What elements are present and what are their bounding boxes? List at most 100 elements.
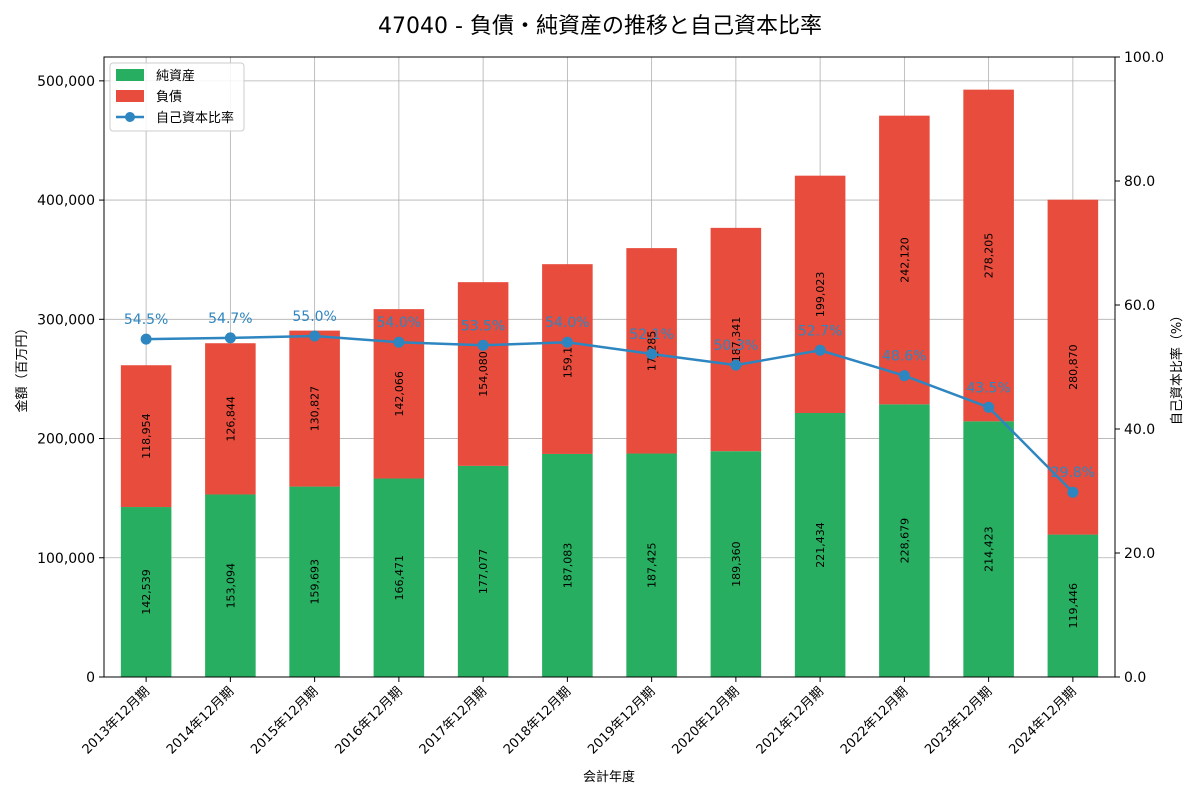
bar-liabilities (289, 330, 340, 487)
bar-label-net-assets: 187,425 (646, 543, 659, 589)
line-layer: 54.5% 54.7% 55.0% 54.0% 53.5% 54.0% 52.1% 50.3%… (124, 309, 1095, 498)
legend-swatch-liabilities (116, 90, 144, 102)
legend: 純資産 負債 自己資本比率 (109, 62, 245, 132)
equity-ratio-point (1067, 486, 1079, 498)
legend-label-liabilities: 負債 (156, 90, 182, 105)
equity-ratio-point (730, 359, 742, 371)
bar-layer (120, 89, 1099, 677)
bar-net-assets (542, 453, 593, 677)
bar-label-net-assets: 142,539 (140, 569, 153, 615)
bar-label-layer: 142,539 118,954 153,094 126,844 159,693 130,8… (140, 233, 1080, 629)
bar-label-liabilities: 280,870 (1067, 344, 1080, 390)
bar-label-liabilities: 187,341 (730, 317, 743, 363)
equity-ratio-label: 53.5% (461, 318, 505, 334)
bar-net-assets (289, 486, 340, 677)
y-tick-label: 500,000 (37, 74, 95, 90)
x-tick-label: 2023年12月期 (922, 684, 995, 757)
x-tick-label: 2013年12月期 (80, 684, 153, 757)
bar-label-liabilities: 126,844 (224, 396, 237, 442)
x-tick-label: 2016年12月期 (332, 684, 405, 757)
bar-net-assets (626, 453, 677, 677)
x-axis-label: 会計年度 (583, 769, 635, 785)
chart-title: 47040 - 負債・純資産の推移と自己資本比率 (378, 14, 822, 39)
bar-label-net-assets: 159,693 (309, 559, 322, 605)
bar-label-liabilities: 154,080 (477, 351, 490, 397)
bar-liabilities (542, 264, 593, 454)
bar-net-assets (373, 478, 425, 677)
bar-label-liabilities: 278,205 (983, 233, 996, 279)
x-tick-label: 2022年12月期 (838, 684, 911, 757)
x-tick-label: 2020年12月期 (669, 684, 742, 757)
bar-label-liabilities: 130,827 (309, 386, 322, 432)
y2-axis-label: 自己資本比率（%） (1169, 309, 1185, 425)
equity-ratio-label: 54.0% (545, 315, 589, 331)
equity-ratio-point (898, 370, 910, 382)
y2-tick-label: 60.0 (1124, 298, 1155, 314)
equity-ratio-point (309, 330, 321, 342)
y-tick-label: 0 (86, 670, 95, 686)
x-tick-label: 2021年12月期 (754, 684, 827, 757)
y2-tick-label: 20.0 (1124, 546, 1155, 562)
bar-liabilities (879, 115, 930, 405)
bar-net-assets (205, 494, 256, 677)
y2-tick-label: 80.0 (1124, 174, 1155, 190)
bar-net-assets (457, 465, 509, 677)
y2-tick-label: 40.0 (1124, 422, 1155, 438)
equity-ratio-point (477, 339, 489, 351)
plot-frame (103, 56, 1116, 678)
equity-ratio-label: 54.0% (377, 315, 421, 331)
bar-label-net-assets: 166,471 (393, 555, 406, 601)
equity-ratio-label: 52.7% (798, 323, 842, 339)
y2-tick-label: 0.0 (1124, 670, 1146, 686)
bar-net-assets (710, 451, 762, 677)
x-tick-label: 2017年12月期 (417, 684, 490, 757)
legend-swatch-net-assets (116, 69, 144, 81)
equity-ratio-point (646, 348, 658, 360)
equity-ratio-point (814, 344, 826, 356)
equity-ratio-label: 54.5% (124, 312, 168, 328)
y2-tick-label: 100.0 (1124, 50, 1164, 66)
bar-net-assets (879, 404, 930, 677)
y-tick-label: 300,000 (37, 312, 95, 328)
legend-marker-equity-ratio (125, 112, 135, 122)
bar-label-liabilities: 159,16 (561, 340, 574, 379)
y-axis-label: 金額（百万円） (14, 321, 30, 412)
equity-ratio-label: 52.1% (629, 327, 673, 343)
bar-label-net-assets: 221,434 (814, 522, 827, 568)
x-tick-label: 2018年12月期 (501, 684, 574, 757)
x-tick-label: 2024年12月期 (1006, 684, 1079, 757)
bar-net-assets (794, 412, 846, 677)
bar-label-net-assets: 119,446 (1067, 583, 1080, 629)
bar-label-liabilities: 142,066 (393, 371, 406, 417)
bar-label-liabilities: 118,954 (140, 413, 153, 459)
x-tick-label: 2015年12月期 (248, 684, 321, 757)
bar-label-net-assets: 153,094 (224, 563, 237, 609)
bar-label-liabilities: 242,120 (898, 237, 911, 283)
equity-ratio-label: 43.5% (966, 380, 1010, 396)
y-tick-label: 200,000 (37, 432, 95, 448)
bar-label-net-assets: 177,077 (477, 549, 490, 595)
bar-net-assets (963, 421, 1014, 677)
equity-ratio-point (224, 332, 236, 344)
equity-ratio-label: 29.8% (1051, 465, 1095, 481)
bar-liabilities (710, 227, 762, 452)
equity-ratio-line (146, 334, 1074, 494)
x-tick-label: 2019年12月期 (585, 684, 658, 757)
bar-net-assets (1047, 534, 1099, 677)
equity-ratio-point (983, 401, 995, 413)
bar-label-net-assets: 214,423 (983, 526, 996, 572)
equity-ratio-label: 50.3% (714, 338, 758, 354)
equity-ratio-label: 55.0% (292, 309, 336, 325)
equity-ratio-point (561, 336, 573, 348)
x-tick-label: 2014年12月期 (164, 684, 237, 757)
bar-liabilities (120, 365, 172, 508)
bar-liabilities (794, 175, 846, 413)
y-tick-label: 100,000 (37, 551, 95, 567)
legend-label-equity-ratio: 自己資本比率 (156, 110, 234, 126)
equity-ratio-label: 48.6% (882, 349, 926, 365)
equity-ratio-label: 54.7% (208, 311, 252, 327)
legend-label-net-assets: 純資産 (156, 68, 195, 84)
equity-ratio-point (140, 333, 152, 345)
